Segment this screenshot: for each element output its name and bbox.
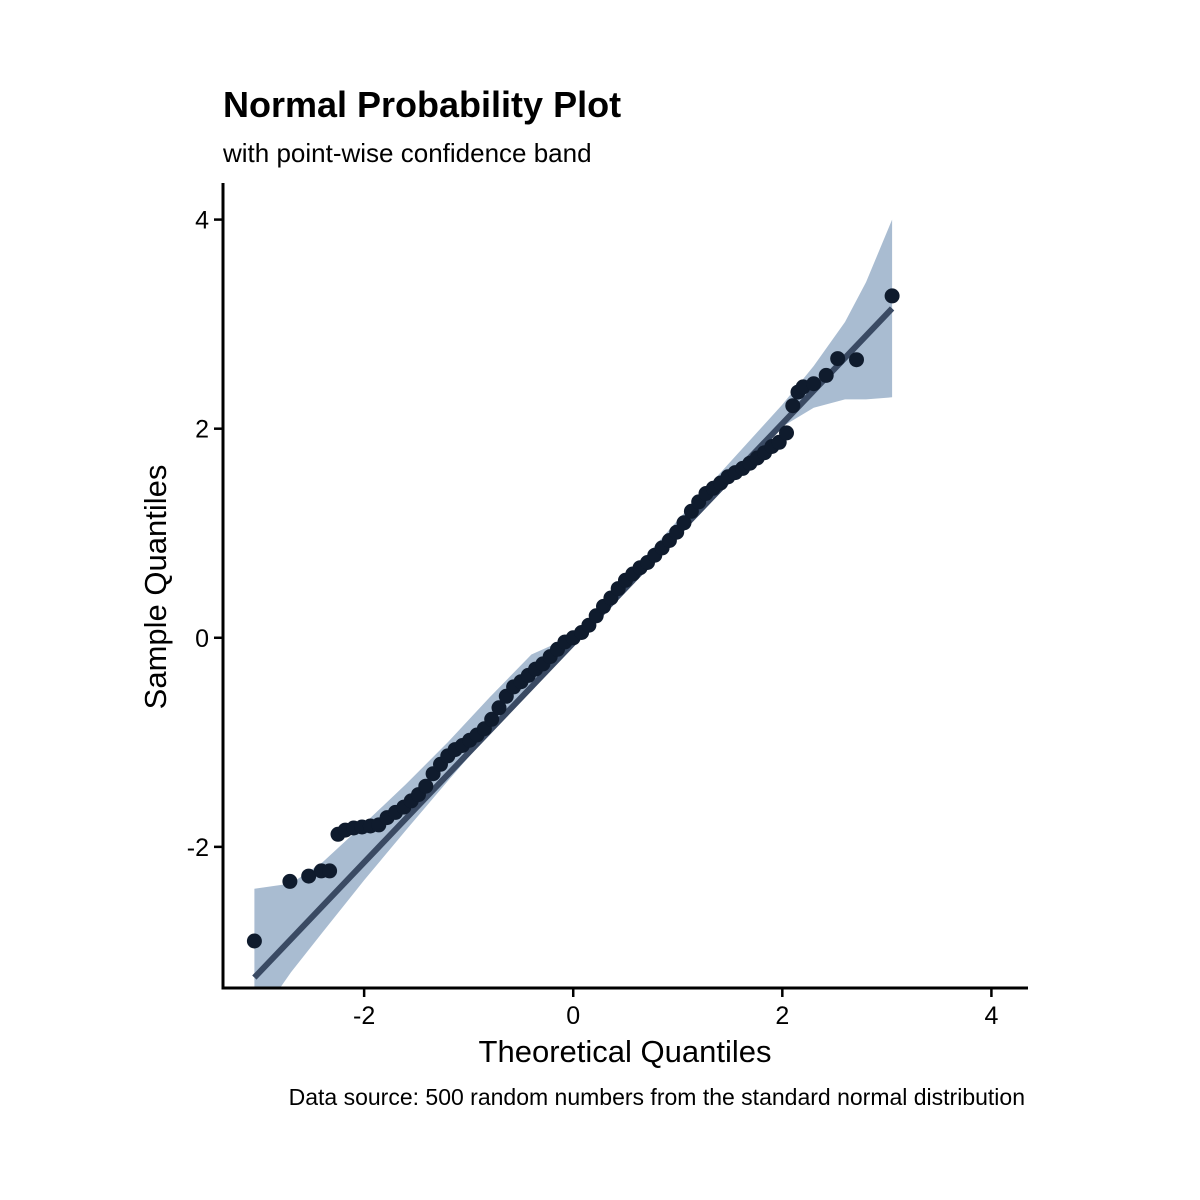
data-point	[322, 863, 338, 879]
data-point	[301, 868, 317, 884]
chart-title: Normal Probability Plot	[223, 84, 621, 125]
data-point	[818, 367, 834, 383]
x-tick-label: 0	[566, 1002, 580, 1030]
data-point	[418, 778, 434, 794]
data-point	[849, 352, 864, 368]
data-point	[484, 711, 500, 727]
data-point	[491, 700, 507, 716]
chart-caption: Data source: 500 random numbers from the…	[289, 1084, 1025, 1110]
axes: -2 0 2 4 -2 0 2 4	[187, 183, 1028, 1030]
y-tick-label: -2	[187, 834, 209, 862]
y-axis-ticks: -2 0 2 4	[187, 207, 223, 862]
x-tick-label: 4	[984, 1002, 998, 1030]
data-point	[246, 933, 262, 949]
data-point	[779, 425, 794, 441]
y-tick-label: 4	[195, 207, 209, 235]
data-point	[806, 376, 822, 392]
data-points-layer	[246, 288, 900, 949]
x-axis-ticks: -2 0 2 4	[353, 988, 998, 1030]
y-tick-label: 0	[195, 625, 209, 653]
data-point	[282, 873, 298, 889]
data-point	[676, 515, 692, 531]
x-tick-label: -2	[353, 1002, 375, 1030]
y-tick-label: 2	[195, 416, 209, 444]
chart-subtitle: with point-wise confidence band	[222, 138, 592, 168]
confidence-band-layer	[254, 219, 893, 988]
data-point	[884, 288, 900, 304]
confidence-band	[254, 219, 893, 988]
x-tick-label: 2	[775, 1002, 789, 1030]
plot-area	[246, 219, 900, 988]
x-axis-title: Theoretical Quantiles	[479, 1034, 772, 1069]
data-point	[785, 398, 801, 414]
y-axis-title: Sample Quantiles	[138, 465, 173, 710]
data-point	[830, 351, 846, 367]
